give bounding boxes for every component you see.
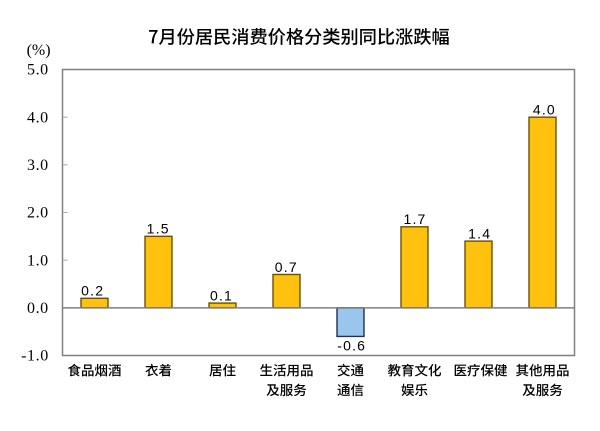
svg-text:0.0: 0.0: [27, 300, 49, 317]
svg-text:-0.6: -0.6: [337, 337, 366, 353]
svg-text:1.7: 1.7: [403, 211, 426, 227]
svg-text:4.0: 4.0: [27, 109, 49, 126]
svg-text:-1.0: -1.0: [21, 348, 49, 365]
svg-text:1.4: 1.4: [468, 226, 491, 242]
svg-text:1.0: 1.0: [27, 252, 49, 269]
svg-text:(%): (%): [27, 42, 51, 59]
svg-text:0.1: 0.1: [210, 287, 233, 303]
svg-text:2.0: 2.0: [27, 205, 49, 222]
svg-text:0.7: 0.7: [275, 259, 298, 275]
svg-text:4.0: 4.0: [533, 102, 556, 118]
svg-text:0.2: 0.2: [81, 283, 104, 299]
svg-text:3.0: 3.0: [27, 157, 49, 174]
svg-text:5.0: 5.0: [27, 62, 49, 79]
svg-text:1.5: 1.5: [147, 221, 170, 237]
